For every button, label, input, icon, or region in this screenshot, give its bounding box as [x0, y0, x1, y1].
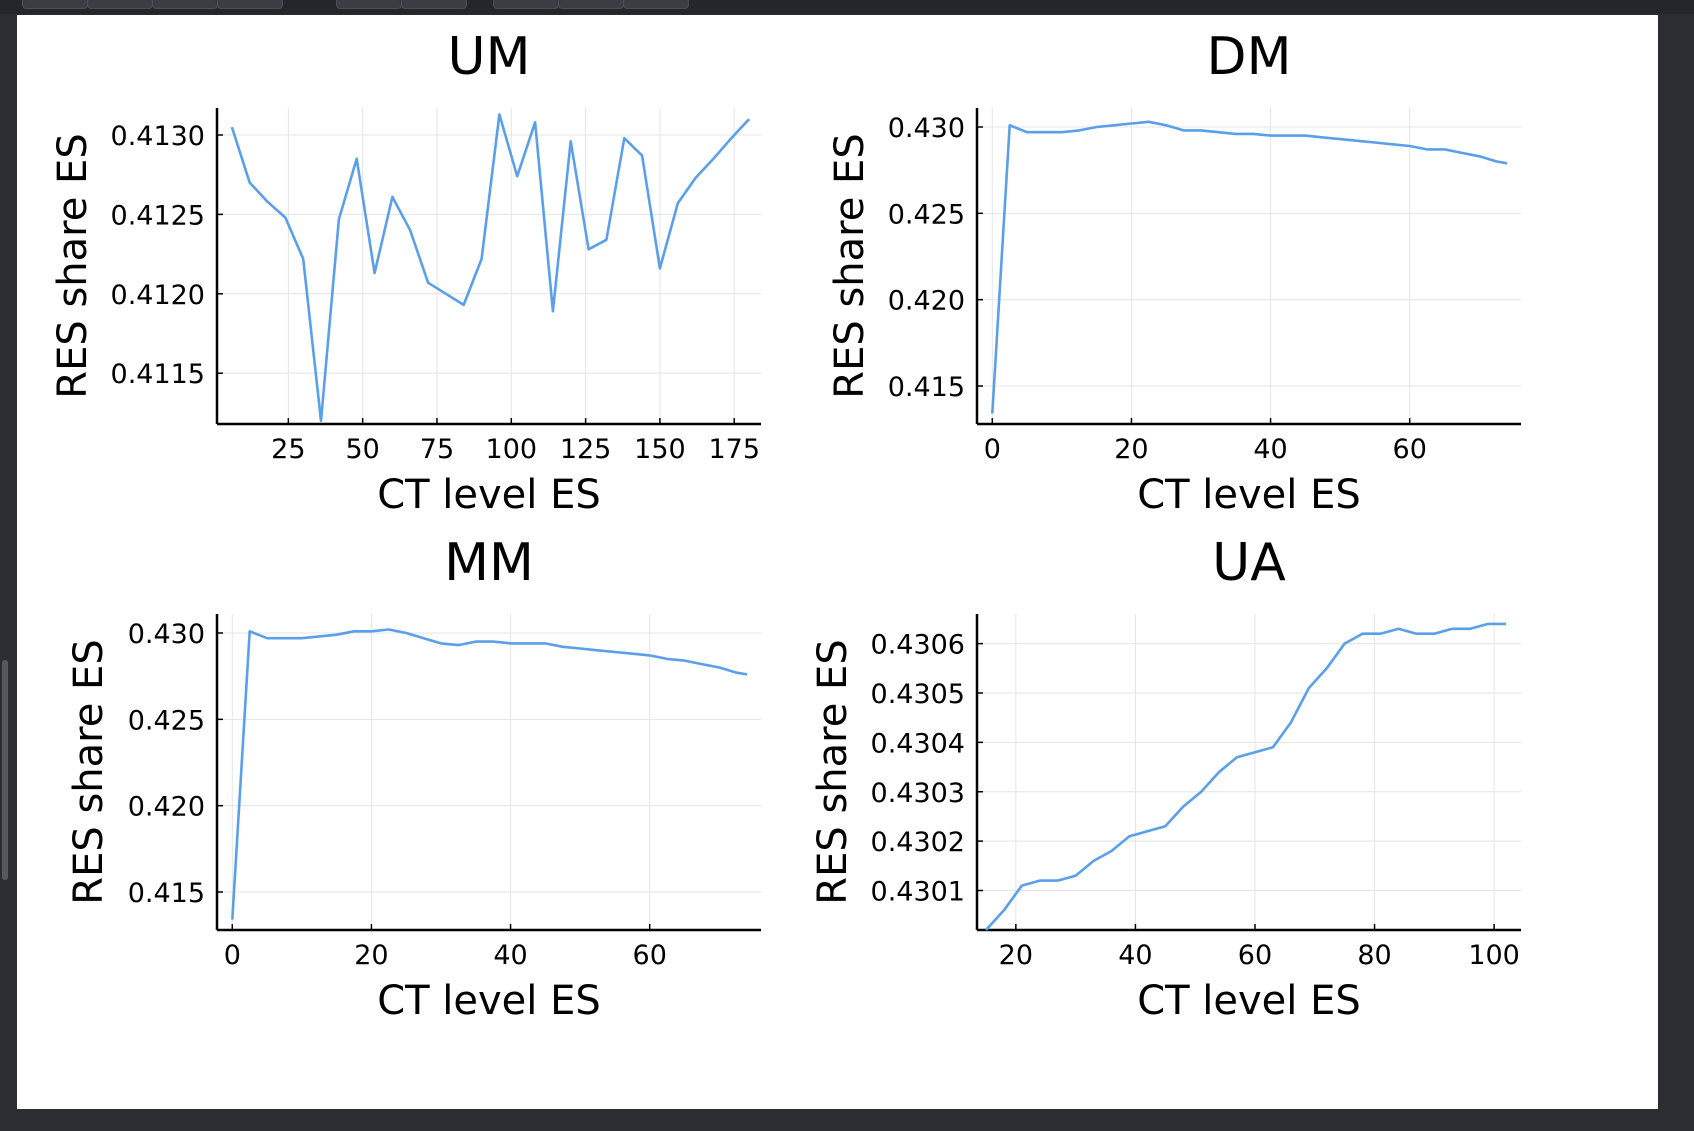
y-tick-label: 0.4115: [111, 359, 205, 390]
y-tick-label: 0.4302: [871, 827, 965, 858]
y-tick-label: 0.420: [128, 792, 205, 823]
window-bottom-bar: [0, 1109, 1694, 1131]
toolbar-segment[interactable]: [493, 0, 559, 9]
y-axis-label: RES share ES: [827, 133, 873, 398]
x-tick-label: 0: [984, 434, 1001, 465]
y-tick-label: 0.420: [888, 286, 965, 317]
chart-title: UA: [1212, 533, 1286, 593]
x-tick-label: 175: [708, 434, 760, 465]
series-line-dm: [991, 120, 1508, 414]
x-tick-label: 100: [486, 434, 538, 465]
toolbar-button-group[interactable]: [336, 0, 467, 10]
x-axis-label: CT level ES: [377, 978, 601, 1024]
plot-canvas: 25 50 75 100 125 150 175 0.4115 0.4120 0.4125 0.41…: [17, 15, 1658, 1109]
y-tick-label: 0.4304: [871, 728, 965, 759]
toolbar-segment[interactable]: [401, 0, 467, 9]
x-tick-label: 40: [1253, 434, 1287, 465]
toolbar-segment[interactable]: [87, 0, 153, 9]
chart-mm: 0 20 40 60 0.415 0.420 0.425 0.430 MM CT level ES…: [66, 533, 761, 1024]
plot-grid: 25 50 75 100 125 150 175 0.4115 0.4120 0.4125 0.41…: [50, 27, 1521, 1024]
x-tick-label: 50: [345, 434, 379, 465]
y-axis-label: RES share ES: [810, 639, 856, 904]
y-tick-label: 0.415: [128, 878, 205, 909]
chart-title: UM: [448, 27, 531, 87]
x-tick-label: 60: [633, 940, 667, 971]
x-tick-label: 40: [493, 940, 527, 971]
x-tick-label: 80: [1357, 940, 1391, 971]
x-tick-label: 20: [999, 940, 1033, 971]
x-tick-label: 125: [560, 434, 612, 465]
toolbar-segment[interactable]: [558, 0, 624, 9]
x-axis-label: CT level ES: [1137, 978, 1361, 1024]
toolbar-segment[interactable]: [336, 0, 402, 9]
chart-title: MM: [444, 533, 534, 593]
toolbar-segment[interactable]: [22, 0, 88, 9]
y-tick-label: 0.4306: [871, 630, 965, 661]
x-tick-label: 25: [271, 434, 305, 465]
chart-dm: 0 20 40 60 0.415 0.420 0.425 0.430 DM CT level ES…: [827, 27, 1521, 518]
x-tick-label: 100: [1468, 940, 1520, 971]
x-tick-label: 60: [1393, 434, 1427, 465]
chart-ua: 20 40 60 80 100 0.4301 0.4302 0.4303 0.4304 0.430…: [810, 533, 1521, 1024]
y-tick-label: 0.415: [888, 372, 965, 403]
y-tick-label: 0.4125: [111, 200, 205, 231]
window-top-bar: [0, 0, 1694, 14]
y-tick-label: 0.425: [128, 705, 205, 736]
x-tick-label: 150: [634, 434, 686, 465]
chart-um: 25 50 75 100 125 150 175 0.4115 0.4120 0.4125 0.41…: [50, 27, 761, 518]
x-tick-label: 75: [420, 434, 454, 465]
series-line-mm: [231, 628, 748, 920]
toolbar-segment[interactable]: [152, 0, 218, 9]
x-tick-label: 20: [1114, 434, 1148, 465]
series-line-um: [230, 113, 751, 423]
toolbar-button-group[interactable]: [493, 0, 689, 10]
y-tick-label: 0.430: [888, 113, 965, 144]
x-tick-label: 20: [354, 940, 388, 971]
y-tick-label: 0.4303: [871, 778, 965, 809]
toolbar-segment[interactable]: [217, 0, 283, 9]
y-tick-label: 0.4301: [871, 877, 965, 908]
y-axis-label: RES share ES: [66, 639, 112, 904]
series-line-ua: [985, 622, 1507, 931]
toolbar-segment[interactable]: [623, 0, 689, 9]
y-tick-label: 0.425: [888, 199, 965, 230]
y-tick-label: 0.430: [128, 619, 205, 650]
x-axis-label: CT level ES: [1137, 472, 1361, 518]
toolbar-button-group[interactable]: [22, 0, 283, 10]
scrollbar-handle[interactable]: [2, 660, 8, 880]
y-tick-label: 0.4305: [871, 679, 965, 710]
x-tick-label: 60: [1238, 940, 1272, 971]
y-axis-label: RES share ES: [50, 133, 96, 398]
x-tick-label: 40: [1118, 940, 1152, 971]
chart-title: DM: [1207, 27, 1292, 87]
y-tick-label: 0.4130: [111, 121, 205, 152]
x-tick-label: 0: [224, 940, 241, 971]
x-axis-label: CT level ES: [377, 472, 601, 518]
y-tick-label: 0.4120: [111, 280, 205, 311]
